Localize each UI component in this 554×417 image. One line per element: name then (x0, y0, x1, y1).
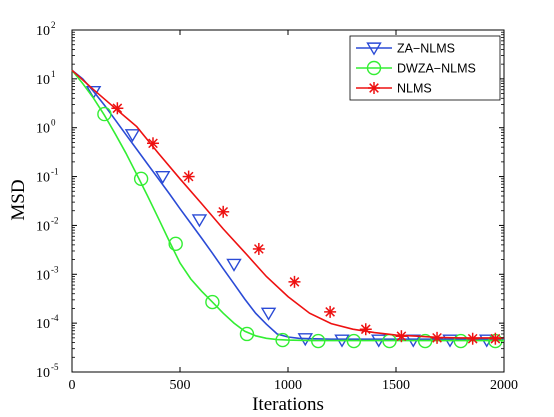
legend: ZA−NLMS DWZA−NLMS NLMS (349, 35, 501, 101)
data-point (133, 171, 149, 187)
star-stroke (396, 331, 407, 342)
star-stroke (490, 333, 501, 344)
x-axis-label: Iterations (252, 394, 324, 415)
y-tick-exponent: -2 (51, 215, 59, 225)
star-stroke (467, 333, 478, 344)
star-stroke (432, 333, 442, 343)
series-line (71, 69, 504, 339)
y-tick-exponent: 2 (51, 20, 56, 30)
legend-marker (366, 60, 382, 76)
y-tick-exponent: 1 (51, 69, 56, 79)
data-point (217, 205, 230, 218)
y-tick-label: 10 (36, 122, 50, 137)
star-stroke (325, 307, 335, 317)
legend-label: NLMS (397, 82, 432, 96)
legend-label: ZA−NLMS (397, 42, 455, 56)
legend-marker (366, 42, 382, 56)
y-tick-label: 10 (36, 171, 50, 186)
y-tick-label: 10 (36, 317, 50, 332)
data-point (226, 258, 242, 272)
star-stroke (218, 206, 229, 217)
series-line (71, 69, 504, 342)
x-tick-label: 1000 (274, 378, 302, 393)
data-point (431, 331, 444, 344)
legend-label: DWZA−NLMS (397, 62, 476, 76)
y-tick-label: 10 (36, 73, 50, 88)
data-point (489, 332, 502, 345)
data-point (395, 330, 408, 343)
y-tick-label: 10 (36, 219, 50, 234)
x-tick-label: 2000 (490, 378, 518, 393)
y-tick-exponent: -1 (51, 167, 59, 177)
data-point (239, 326, 255, 342)
series-line (71, 69, 504, 340)
legend-entry: DWZA−NLMS (356, 60, 476, 76)
data-point (147, 137, 159, 150)
data-point (466, 332, 479, 345)
x-tick-label: 1500 (382, 378, 410, 393)
star-stroke (289, 277, 300, 287)
star-stroke (183, 171, 194, 182)
data-point (124, 129, 141, 143)
x-tick-label: 500 (170, 378, 191, 393)
data-point (111, 102, 124, 115)
legend-entry: ZA−NLMS (356, 42, 455, 56)
data-point (191, 214, 208, 228)
data-point (417, 333, 433, 349)
data-point (453, 333, 468, 349)
y-tick-exponent: -4 (51, 313, 59, 323)
x-tick-label: 0 (69, 378, 76, 393)
series-dwza-nlms (71, 69, 504, 349)
data-point (288, 275, 301, 288)
data-point (97, 106, 112, 122)
star-stroke (369, 83, 379, 93)
data-point (154, 170, 171, 185)
data-point (324, 305, 337, 318)
y-tick-label: 10 (36, 366, 50, 381)
series-nlms (71, 69, 504, 345)
data-point (346, 333, 362, 349)
data-point (311, 333, 326, 349)
series-layer (71, 69, 504, 349)
legend-marker (368, 82, 380, 94)
y-tick-label: 10 (36, 24, 50, 39)
legend-entry: NLMS (356, 82, 432, 96)
data-point (359, 323, 372, 336)
star-stroke (112, 103, 123, 114)
star-stroke (360, 324, 371, 335)
data-point (275, 332, 290, 348)
y-tick-exponent: -5 (51, 362, 59, 372)
data-point (260, 307, 277, 321)
y-tick-exponent: 0 (51, 118, 56, 128)
y-axis-label: MSD (8, 179, 29, 220)
data-point (297, 333, 314, 347)
data-point (182, 170, 195, 183)
star-stroke (253, 244, 264, 254)
data-point (252, 242, 265, 255)
data-point (205, 294, 220, 310)
data-point (168, 236, 183, 252)
star-stroke (148, 138, 158, 149)
y-tick-exponent: -3 (51, 264, 59, 274)
y-tick-label: 10 (36, 268, 50, 283)
